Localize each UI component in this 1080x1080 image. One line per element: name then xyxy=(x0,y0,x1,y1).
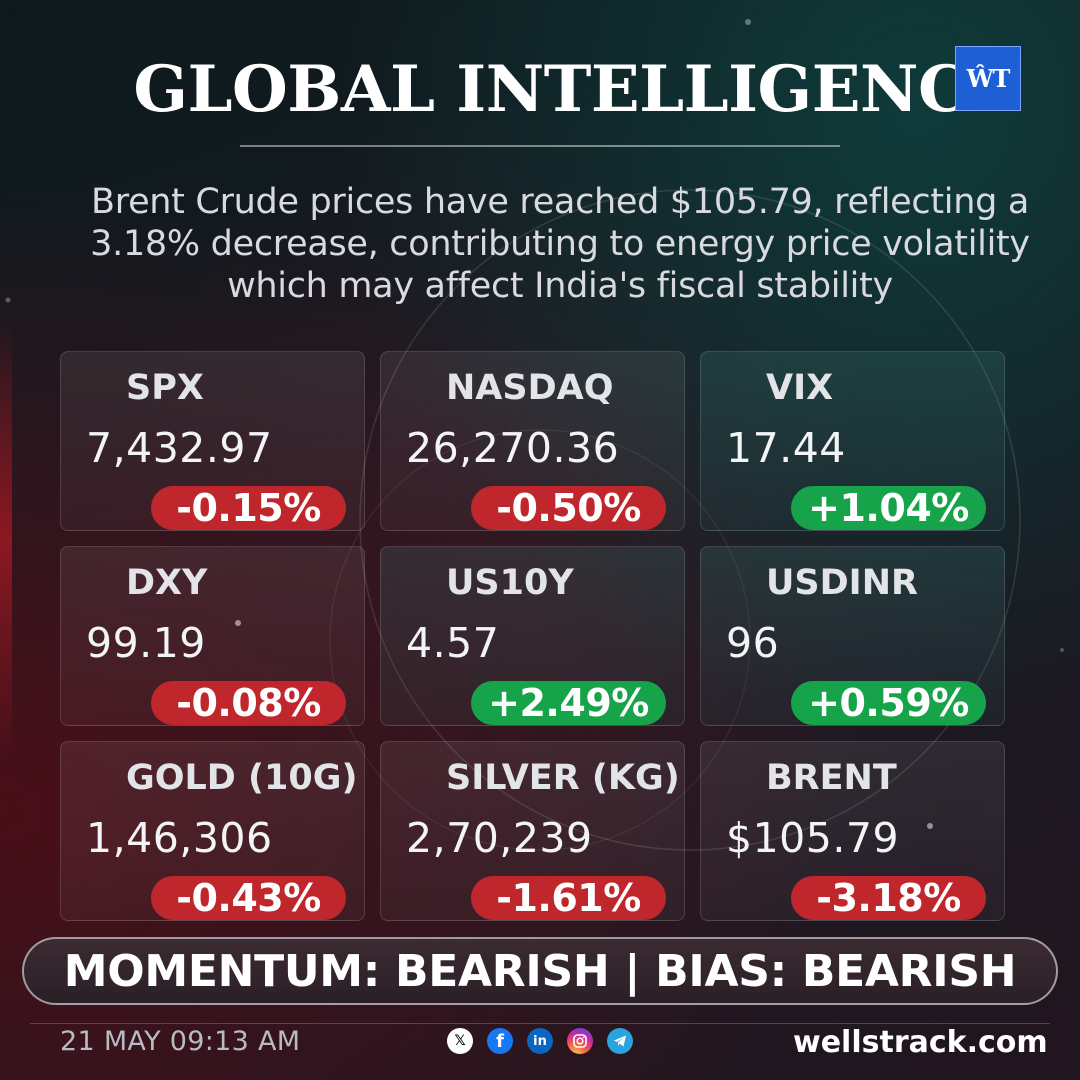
instagram-icon[interactable] xyxy=(567,1028,593,1054)
x-icon[interactable]: 𝕏 xyxy=(447,1028,473,1054)
card-value: 96 xyxy=(726,619,780,667)
logo-text: ŴT xyxy=(966,64,1011,93)
social-links: 𝕏 f in xyxy=(447,1028,633,1054)
change-badge: -0.08% xyxy=(151,681,346,725)
headline-text: Brent Crude prices have reached $105.79,… xyxy=(90,182,1030,306)
card-value: 2,70,239 xyxy=(406,814,593,862)
footer-divider xyxy=(30,1023,1050,1024)
card-value: 26,270.36 xyxy=(406,424,620,472)
market-card-brent: BRENT $105.79 -3.18% xyxy=(700,741,1005,921)
title-divider xyxy=(240,145,840,147)
telegram-icon[interactable] xyxy=(607,1028,633,1054)
market-card-silver: SILVER (KG) 2,70,239 -1.61% xyxy=(380,741,685,921)
card-value: 99.19 xyxy=(86,619,206,667)
card-value: 1,46,306 xyxy=(86,814,273,862)
card-name: NASDAQ xyxy=(446,368,614,408)
change-badge: -3.18% xyxy=(791,876,986,920)
website-link[interactable]: wellstrack.com xyxy=(793,1025,1048,1060)
instagram-glyph xyxy=(573,1034,587,1048)
change-badge: +2.49% xyxy=(471,681,666,725)
card-value: 4.57 xyxy=(406,619,500,667)
linkedin-icon[interactable]: in xyxy=(527,1028,553,1054)
card-name: BRENT xyxy=(766,758,897,798)
market-grid: SPX 7,432.97 -0.15% NASDAQ 26,270.36 -0.… xyxy=(60,351,1006,921)
market-card-gold: GOLD (10G) 1,46,306 -0.43% xyxy=(60,741,365,921)
card-name: USDINR xyxy=(766,563,918,603)
change-badge: -0.50% xyxy=(471,486,666,530)
brand-logo: ŴT xyxy=(955,46,1021,111)
page-title: GLOBAL INTELLIGENCE xyxy=(133,52,1017,127)
market-card-spx: SPX 7,432.97 -0.15% xyxy=(60,351,365,531)
telegram-glyph xyxy=(614,1035,626,1047)
market-card-usdinr: USDINR 96 +0.59% xyxy=(700,546,1005,726)
market-card-nasdaq: NASDAQ 26,270.36 -0.50% xyxy=(380,351,685,531)
change-badge: +1.04% xyxy=(791,486,986,530)
change-badge: -1.61% xyxy=(471,876,666,920)
card-value: 7,432.97 xyxy=(86,424,273,472)
momentum-banner: MOMENTUM: BEARISH | BIAS: BEARISH xyxy=(22,937,1058,1005)
market-card-dxy: DXY 99.19 -0.08% xyxy=(60,546,365,726)
facebook-icon[interactable]: f xyxy=(487,1028,513,1054)
card-name: SPX xyxy=(126,368,204,408)
card-value: $105.79 xyxy=(726,814,900,862)
card-name: VIX xyxy=(766,368,834,408)
change-badge: +0.59% xyxy=(791,681,986,725)
card-value: 17.44 xyxy=(726,424,846,472)
card-name: US10Y xyxy=(446,563,574,603)
market-card-vix: VIX 17.44 +1.04% xyxy=(700,351,1005,531)
change-badge: -0.43% xyxy=(151,876,346,920)
card-name: DXY xyxy=(126,563,208,603)
timestamp: 21 MAY 09:13 AM xyxy=(60,1026,301,1057)
card-name: SILVER (KG) xyxy=(446,758,680,798)
red-edge-glow xyxy=(0,320,12,760)
card-name: GOLD (10G) xyxy=(126,758,358,798)
change-badge: -0.15% xyxy=(151,486,346,530)
market-card-us10y: US10Y 4.57 +2.49% xyxy=(380,546,685,726)
